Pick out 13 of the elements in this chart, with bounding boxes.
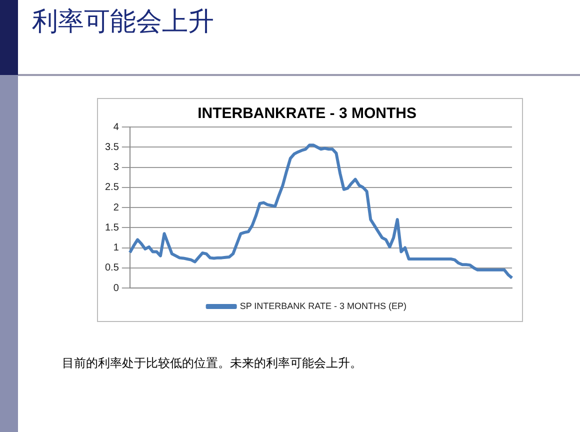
y-tick-label: 3 (113, 162, 120, 173)
chart-title: INTERBANKRATE - 3 MONTHS (198, 105, 416, 122)
y-tick-label: 1 (113, 242, 120, 254)
text: 目前的利率处于比较低的位置。未来的利率可能会上升。 (62, 355, 362, 372)
y-tick-label: 2 (113, 202, 120, 214)
y-tick-label: 2.5 (104, 182, 120, 194)
y-tick-label: 4 (113, 122, 120, 133)
legend-label: SP INTERBANK RATE - 3 MONTHS (EP) (240, 300, 407, 311)
y-tick-label: 3.5 (104, 142, 120, 153)
text: 利率可能会上升 (32, 6, 214, 39)
y-tick-label: 1.5 (104, 222, 120, 234)
y-tick-label: 0 (113, 282, 120, 294)
y-tick-label: 0.5 (104, 262, 120, 274)
